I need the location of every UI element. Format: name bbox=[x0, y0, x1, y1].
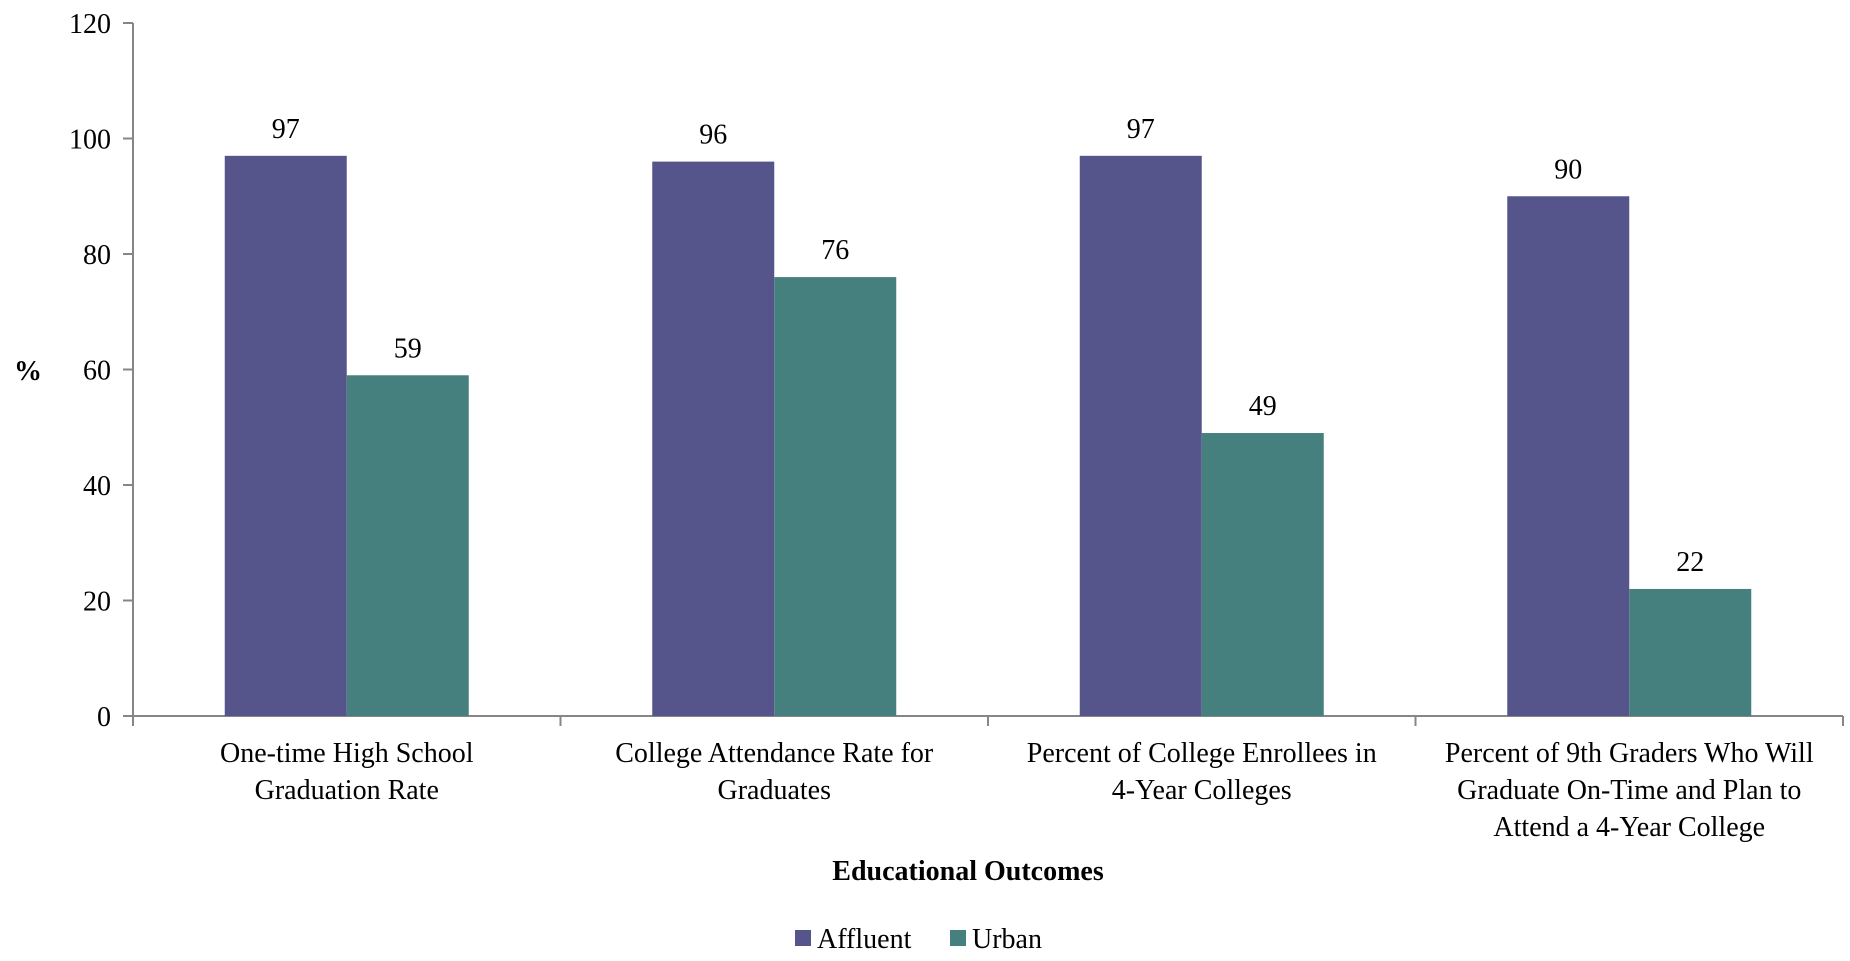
category-label: College Attendance Rate for Graduates bbox=[615, 738, 934, 806]
bar-affluent bbox=[1507, 196, 1630, 716]
bar-urban bbox=[1629, 588, 1752, 716]
data-label-urban: 76 bbox=[821, 235, 849, 266]
legend-label-urban: Urban bbox=[972, 924, 1042, 955]
data-label-urban: 59 bbox=[394, 333, 422, 364]
data-label-urban: 22 bbox=[1676, 547, 1704, 578]
x-axis-title: Educational Outcomes bbox=[832, 856, 1104, 887]
bar-urban bbox=[1201, 433, 1324, 716]
category-label-line: Percent of 9th Graders Who Will bbox=[1445, 738, 1814, 769]
category-label-line: One-time High School bbox=[220, 738, 474, 769]
y-axis-title: % bbox=[14, 356, 42, 387]
bar-affluent bbox=[652, 161, 775, 717]
legend: Affluent Urban bbox=[795, 924, 1042, 955]
data-label-affluent: 97 bbox=[272, 114, 300, 145]
legend-swatch-urban bbox=[950, 930, 966, 946]
category-label: Percent of 9th Graders Who Will Graduate … bbox=[1445, 738, 1814, 843]
category-label-line: Graduate On-Time and Plan to bbox=[1457, 775, 1801, 806]
category-label-line: Graduates bbox=[717, 775, 831, 806]
category-label-line: 4-Year Colleges bbox=[1112, 775, 1292, 806]
category-label-line: Graduation Rate bbox=[255, 775, 439, 806]
bar-affluent bbox=[224, 155, 347, 716]
y-tick-label: 80 bbox=[83, 240, 111, 271]
category-label: Percent of College Enrollees in 4-Year Co… bbox=[1027, 738, 1377, 806]
legend-label-affluent: Affluent bbox=[817, 924, 912, 955]
y-tick-label: 100 bbox=[69, 125, 111, 156]
category-labels: One-time High School Graduation Rate Colle… bbox=[220, 738, 1814, 843]
y-tick-label: 60 bbox=[83, 356, 111, 387]
y-tick-label: 120 bbox=[69, 9, 111, 40]
y-tick-label: 20 bbox=[83, 587, 111, 618]
y-tick-label: 0 bbox=[97, 702, 111, 733]
data-label-affluent: 96 bbox=[699, 120, 727, 151]
category-label-line: College Attendance Rate for bbox=[615, 738, 934, 769]
y-tick-label: 40 bbox=[83, 471, 111, 502]
bar-affluent bbox=[1079, 155, 1202, 716]
legend-swatch-affluent bbox=[795, 930, 811, 946]
bars bbox=[224, 155, 1752, 717]
category-label: One-time High School Graduation Rate bbox=[220, 738, 474, 806]
category-label-line: Attend a 4-Year College bbox=[1493, 812, 1765, 843]
category-label-line: Percent of College Enrollees in bbox=[1027, 738, 1377, 769]
value-labels: 97 59 96 76 97 49 90 22 bbox=[272, 114, 1705, 578]
data-label-affluent: 97 bbox=[1127, 114, 1155, 145]
data-label-urban: 49 bbox=[1249, 391, 1277, 422]
data-label-affluent: 90 bbox=[1554, 154, 1582, 185]
bar-urban bbox=[774, 277, 897, 716]
y-axis: 0 20 40 60 80 100 120 bbox=[69, 9, 134, 733]
x-axis bbox=[132, 715, 1844, 726]
bar-urban bbox=[346, 375, 469, 716]
